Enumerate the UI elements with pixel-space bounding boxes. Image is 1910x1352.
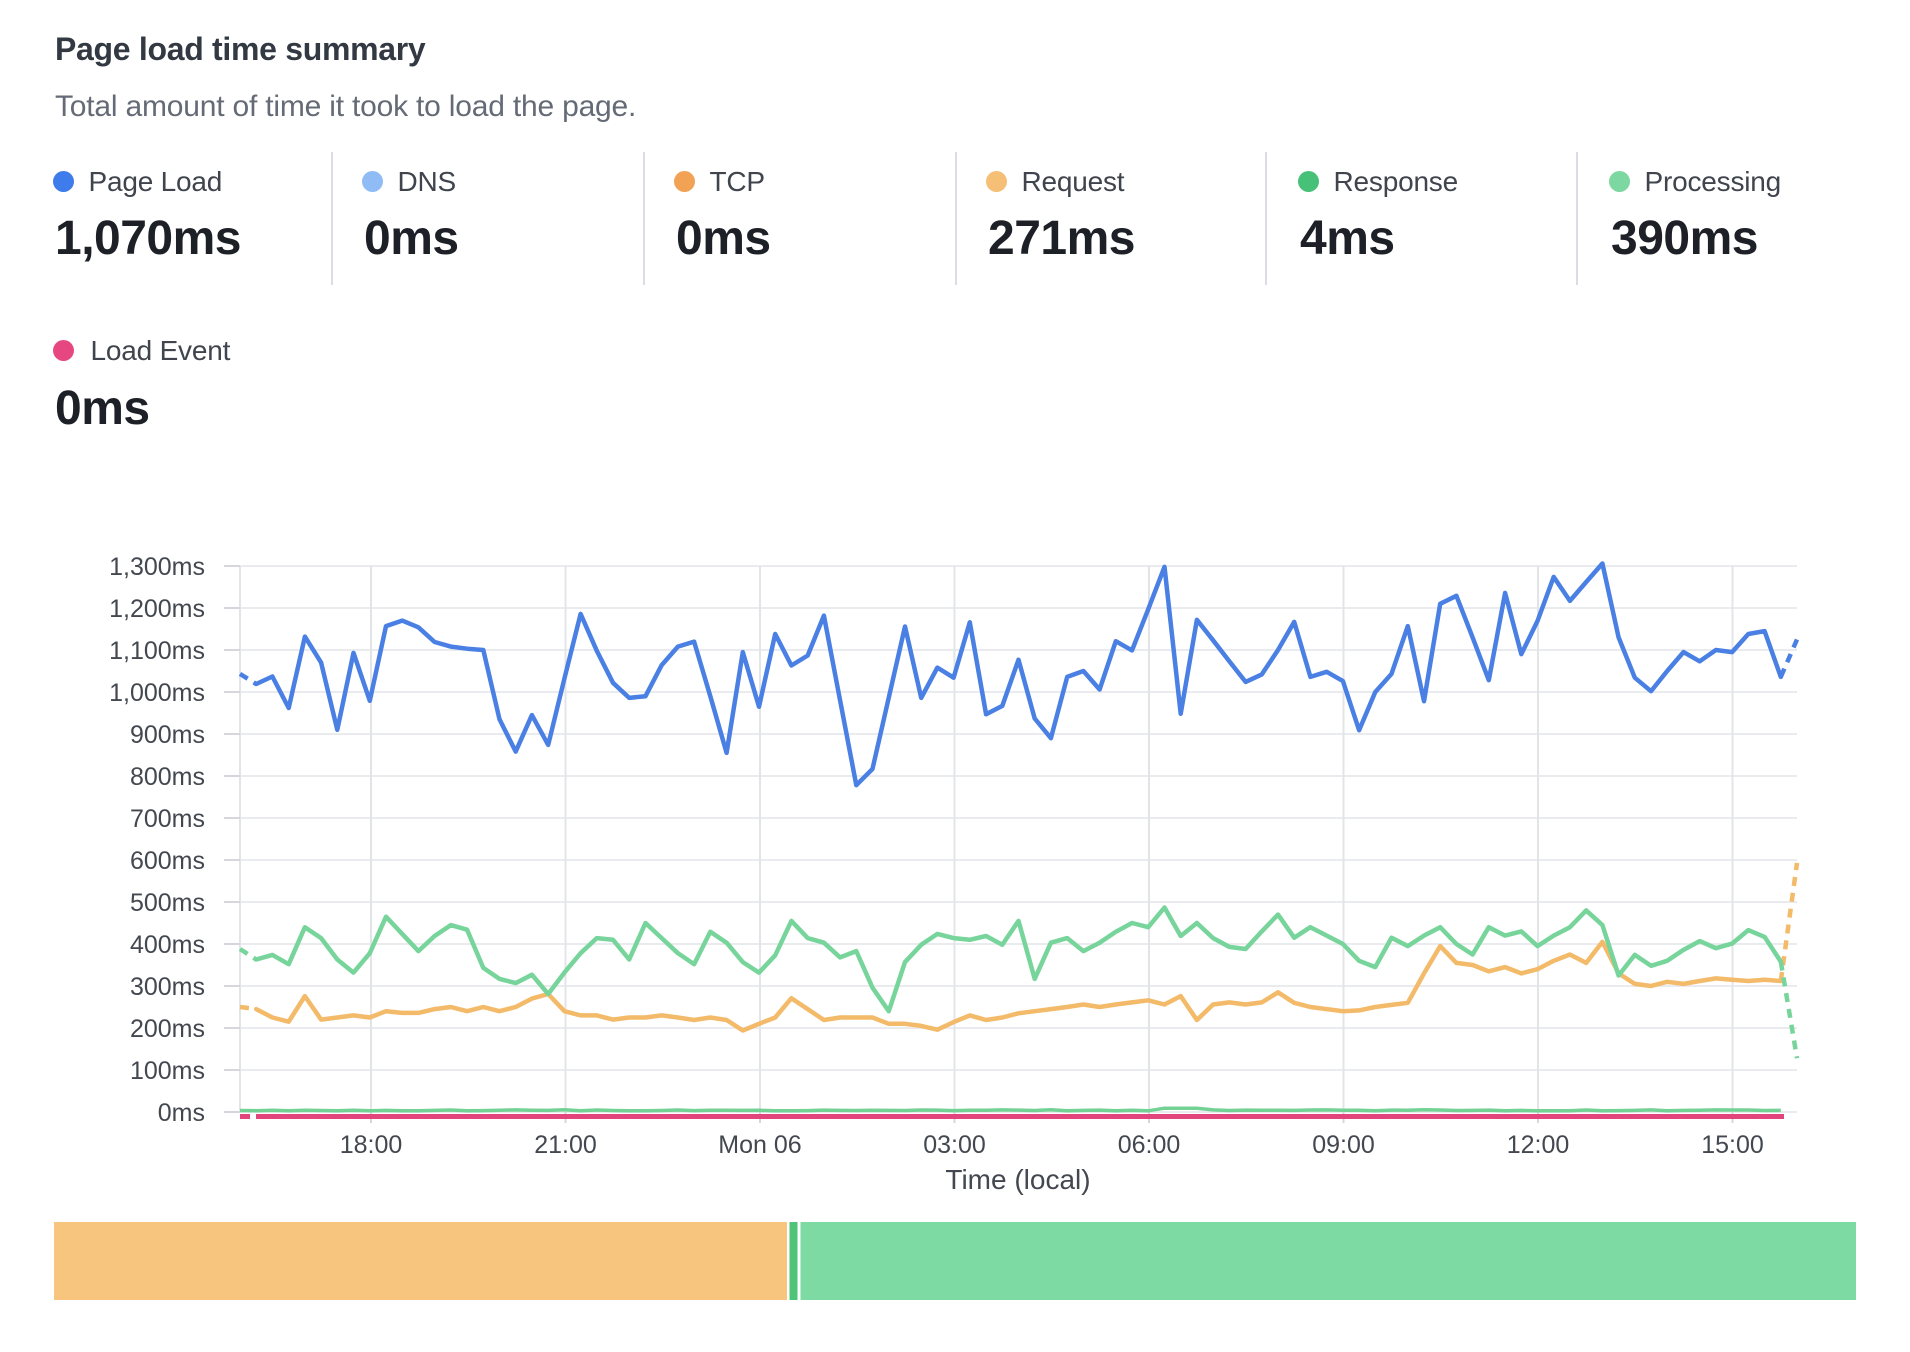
svg-text:500ms: 500ms [130, 889, 205, 917]
svg-text:800ms: 800ms [130, 763, 205, 791]
svg-text:Mon 06: Mon 06 [718, 1131, 801, 1159]
svg-text:100ms: 100ms [130, 1057, 205, 1085]
svg-text:15:00: 15:00 [1701, 1131, 1764, 1159]
svg-text:200ms: 200ms [130, 1015, 205, 1043]
svg-text:12:00: 12:00 [1507, 1131, 1570, 1159]
svg-text:900ms: 900ms [130, 721, 205, 749]
svg-text:400ms: 400ms [130, 931, 205, 959]
svg-text:300ms: 300ms [130, 973, 205, 1001]
svg-text:1,100ms: 1,100ms [109, 637, 205, 665]
svg-text:Time (local): Time (local) [945, 1164, 1090, 1195]
svg-text:1,000ms: 1,000ms [109, 679, 205, 707]
svg-text:700ms: 700ms [130, 805, 205, 833]
svg-text:0ms: 0ms [158, 1099, 205, 1127]
svg-text:21:00: 21:00 [534, 1131, 597, 1159]
svg-text:03:00: 03:00 [923, 1131, 986, 1159]
svg-text:18:00: 18:00 [340, 1131, 403, 1159]
svg-text:600ms: 600ms [130, 847, 205, 875]
svg-text:1,200ms: 1,200ms [109, 595, 205, 623]
svg-text:06:00: 06:00 [1118, 1131, 1181, 1159]
svg-text:1,300ms: 1,300ms [109, 553, 205, 581]
svg-text:09:00: 09:00 [1312, 1131, 1375, 1159]
